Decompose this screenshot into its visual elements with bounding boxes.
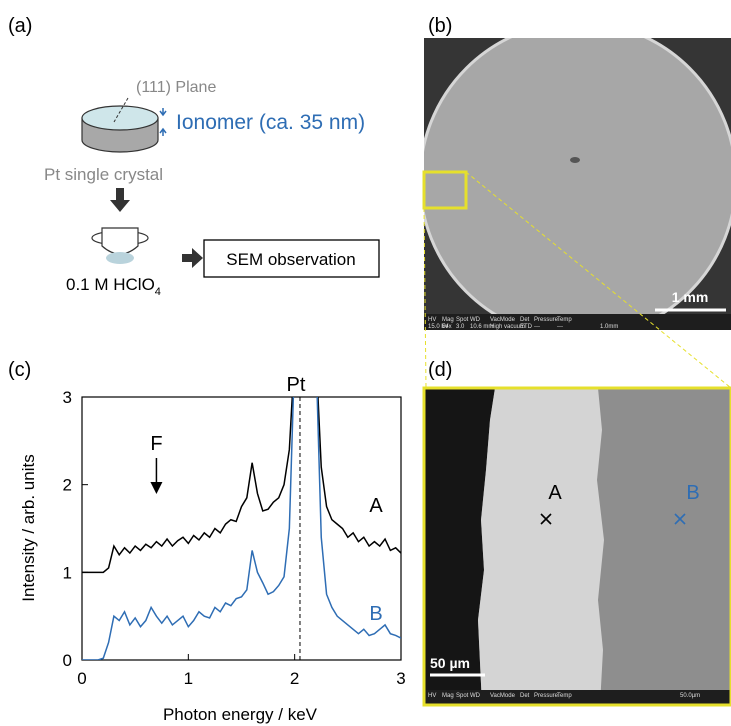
info-scale: 50.0µm [680,693,700,699]
connector [465,171,731,389]
x-tick-label: 1 [184,669,193,688]
info-value: ETD [520,324,533,330]
info-header: Det [520,693,530,699]
y-tick-label: 1 [63,563,72,582]
electrolyte: 0.1 M HClO [66,275,155,294]
panel-label: (d) [428,359,452,381]
panel-c: (c) Photon energy / keV Intensity / arb.… [8,359,406,724]
info-header: WD [470,317,481,323]
sem-box [203,239,380,278]
right-arrow [182,248,203,268]
point-label: B [686,482,699,504]
crystal-disk [424,38,731,330]
crystal-label: Pt single crystal [44,165,163,184]
panel-label: (a) [8,15,32,37]
plane-label: (111) Plane [136,79,216,96]
info-value: High vacuum [490,324,525,330]
y-tick-label: 0 [63,651,72,670]
panel-label: (c) [8,359,31,381]
panel-d: (d) A B 50 µm HV Mag Spot WD VacMode Det Press… [422,359,731,707]
crystal-top [81,105,159,131]
info-header: Pressure [534,693,559,699]
point-label: A [548,482,562,504]
ionomer-label: Ionomer (ca. 35 nm) [176,111,365,134]
series-line [82,397,401,574]
info-value: --- [534,324,540,330]
scale-label: 1 mm [672,289,709,305]
scale-label: 50 µm [430,655,470,671]
down-arrow [110,188,130,212]
x-tick-label: 2 [290,669,299,688]
info-header: HV [428,693,436,699]
series-line [82,397,401,660]
point-mark [540,513,552,525]
bright-strip [478,388,604,705]
dark-region [424,388,495,705]
info-header: Pressure [534,317,559,323]
point-mark [674,513,686,525]
info-header: Temp [557,317,572,323]
y-tick-label: 2 [63,476,72,495]
x-tick-label: 0 [77,669,86,688]
panel-label: (b) [428,15,452,37]
info-bar [424,690,731,705]
meniscus [106,252,134,264]
info-value: --- [557,324,563,330]
info-header: Mag [442,693,454,699]
info-header: HV [428,317,436,323]
info-value: 15.0 kV [428,324,448,330]
connector [423,207,427,389]
info-value: 10.6 mm [470,324,493,330]
electrode [101,227,139,255]
x-axis-label: Photon energy / keV [163,705,318,724]
info-scale: 1.0mm [600,324,618,330]
plot-frame [81,396,402,661]
zoom-box [422,170,468,210]
info-value: 3.0 [456,324,465,330]
series-label: A [369,495,383,517]
info-bar [424,314,731,330]
y-tick-label: 3 [63,388,72,407]
panel-a: (a) (111) Plane Ionomer (ca. 35 nm) Pt s… [8,15,380,298]
f-label: F [150,433,162,455]
info-value: 54x [442,324,452,330]
electrolyte-subscript: 4 [155,286,161,298]
sem-label: SEM observation [226,250,355,269]
info-header: WD [470,693,481,699]
info-header: VacMode [490,317,516,323]
info-header: Spot [456,317,469,323]
defect [570,157,580,163]
pt-label: Pt [287,374,306,396]
info-header: Spot [456,693,469,699]
info-header: Mag [442,317,454,323]
info-header: Det [520,317,530,323]
x-tick-label: 3 [396,669,405,688]
info-header: VacMode [490,693,516,699]
y-axis-label: Intensity / arb. units [19,454,38,601]
frame [422,386,731,707]
panel-b: (b) 1 mm HV Mag Spot WD VacMode Det PressureTe… [422,15,731,330]
electrolyte-label: 0.1 M HClO4 [66,275,161,298]
thickness-arrows [159,108,167,136]
info-header: Temp [557,693,572,699]
series-label: B [369,603,382,625]
